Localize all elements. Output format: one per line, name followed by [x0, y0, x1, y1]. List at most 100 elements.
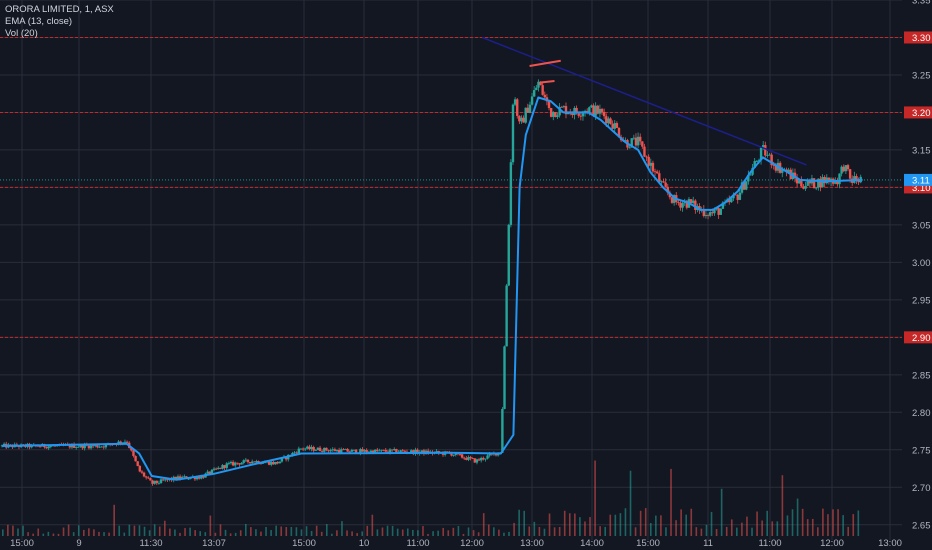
time-axis[interactable]: 15:00 9 11:30 13:07 15:00 10 11:00 12:00 13:00 14… — [10, 538, 902, 549]
candle-body — [253, 461, 256, 463]
candle-body — [814, 187, 818, 189]
candle-body — [628, 147, 631, 149]
candle-body — [795, 178, 799, 184]
volume-bar — [199, 531, 202, 536]
volume-bar — [401, 529, 404, 536]
candle-body — [178, 476, 182, 479]
resistance-segment[interactable] — [540, 79, 555, 84]
volume-bar — [675, 520, 677, 536]
candle-body — [164, 479, 167, 481]
candle-body — [649, 162, 653, 166]
candle-body — [295, 452, 298, 454]
volume-bar — [563, 510, 566, 536]
candle-body — [155, 480, 158, 483]
candle-body — [250, 461, 254, 464]
trendline[interactable] — [481, 36, 807, 166]
volume-bar — [2, 529, 4, 536]
candle-body — [225, 463, 228, 468]
candle-body — [149, 478, 152, 481]
candle-body — [223, 465, 226, 468]
candle-body — [278, 461, 281, 464]
level-label: 3.20 — [912, 108, 931, 119]
candle-body — [187, 478, 190, 480]
volume-bar — [660, 515, 662, 536]
volume-bar — [725, 526, 728, 536]
candle-body — [119, 441, 122, 444]
volume-bar — [442, 527, 445, 536]
candle-body — [844, 165, 848, 172]
volume-bar — [325, 524, 328, 536]
volume-bar — [138, 525, 141, 536]
candle-body — [800, 180, 803, 187]
volume-bar — [543, 528, 546, 536]
candle-body — [749, 174, 752, 176]
volume-bar — [285, 527, 288, 536]
resistance-segment[interactable] — [529, 59, 561, 67]
candle-body — [692, 200, 695, 204]
candle-body — [354, 449, 358, 454]
volume-bar — [852, 514, 855, 536]
price-axis[interactable]: 3.35 3.30 3.25 3.20 3.15 3.10 3.05 3.00 2.95 2.90… — [902, 0, 932, 550]
candle-body — [702, 209, 706, 216]
volume-bar — [791, 509, 794, 536]
candle-body — [320, 451, 324, 452]
candle-body — [272, 461, 275, 465]
candle-body — [38, 446, 42, 448]
volume-bar — [336, 530, 338, 536]
candle-body — [605, 116, 608, 124]
volume-bar — [133, 525, 136, 536]
candle-body — [79, 444, 82, 447]
candle-body — [772, 165, 775, 166]
candle-body — [331, 449, 334, 451]
candle-body — [193, 476, 197, 480]
candle-body — [753, 161, 756, 168]
candle-body — [588, 107, 591, 113]
candle-body — [552, 112, 555, 117]
candle-body — [838, 173, 841, 185]
candle-body — [153, 480, 156, 484]
x-tick-label: 13:00 — [520, 538, 544, 549]
volume-bar — [599, 526, 601, 536]
volume-bar — [467, 527, 470, 536]
candle-body — [488, 453, 491, 456]
candle-body — [539, 81, 542, 86]
volume-bar — [57, 533, 60, 536]
volume-bar — [619, 513, 622, 536]
volume-bars — [2, 460, 860, 536]
candle-body — [768, 154, 771, 156]
volume-bar — [103, 532, 105, 536]
candle-body — [98, 446, 101, 448]
legend-symbol[interactable]: ORORA LIMITED, 1, ASX — [5, 4, 114, 15]
volume-bar — [300, 529, 303, 536]
last-price-label: 3.11 — [912, 175, 930, 186]
candle-body — [600, 108, 604, 112]
volume-bar — [158, 526, 161, 536]
volume-bar — [346, 530, 348, 536]
level-label-bg — [904, 331, 932, 344]
price-candles — [0, 79, 862, 486]
candle-body — [564, 106, 568, 115]
candle-body — [634, 137, 638, 146]
candle-body — [615, 123, 619, 128]
volume-bar — [644, 508, 647, 536]
volume-bar — [472, 530, 475, 536]
candle-body — [477, 459, 481, 461]
candle-body — [516, 99, 519, 116]
volume-bar — [341, 521, 343, 536]
candle-body — [787, 169, 790, 172]
volume-bar — [574, 513, 576, 536]
volume-bar — [634, 527, 637, 536]
candle-body — [166, 479, 169, 481]
x-tick-label: 13:07 — [202, 538, 226, 549]
candle-body — [219, 467, 222, 469]
volume-bar — [781, 475, 784, 536]
candle-body — [314, 450, 318, 451]
legend-volume[interactable]: Vol (20) — [5, 28, 38, 39]
candle-body — [761, 145, 765, 148]
candle-body — [781, 169, 784, 173]
volume-bar — [533, 521, 536, 536]
volume-bar — [77, 525, 80, 536]
legend-ema[interactable]: EMA (13, close) — [5, 16, 73, 27]
volume-bar — [437, 530, 439, 536]
